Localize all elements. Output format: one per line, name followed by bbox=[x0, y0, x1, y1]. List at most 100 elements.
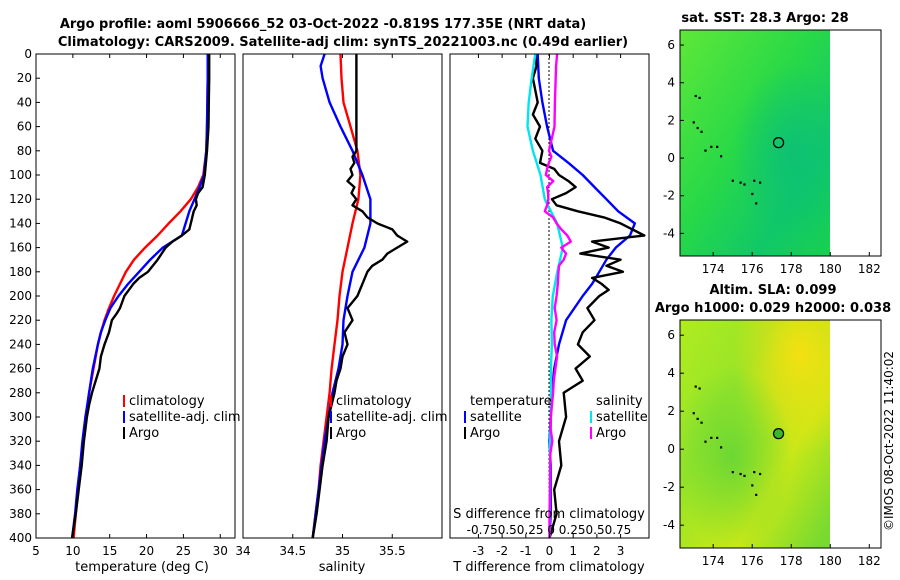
y-tick-label: 2 bbox=[667, 404, 675, 418]
y-tick-label: 40 bbox=[17, 95, 32, 109]
island-mark bbox=[698, 387, 701, 390]
y-tick-label: 340 bbox=[9, 458, 32, 472]
island-mark bbox=[700, 130, 703, 133]
island-mark bbox=[751, 484, 754, 487]
figure-title-line1: Argo profile: aoml 5906666_52 03-Oct-202… bbox=[60, 17, 586, 32]
island-mark bbox=[731, 179, 734, 182]
y-tick-label: 360 bbox=[9, 483, 32, 497]
temperature-legend: climatology satellite-adj. clim Argo bbox=[123, 394, 241, 441]
x-tick-label: 182 bbox=[858, 554, 881, 568]
y-tick-label: 160 bbox=[9, 241, 32, 255]
series-line-climatology bbox=[72, 54, 209, 539]
s-difference-ticks: -0.750.50.25 0 0.250.50.75 bbox=[467, 523, 632, 537]
sst-map-panel: sat. SST: 28.3 Argo: 28 174 176 178 180 182 … bbox=[663, 11, 882, 276]
island-mark bbox=[759, 472, 762, 476]
x-tick-label: 174 bbox=[702, 262, 725, 276]
legend-sal-argo-label: Argo bbox=[596, 426, 626, 441]
y-tick-label: 6 bbox=[667, 328, 675, 342]
island-mark bbox=[759, 181, 762, 184]
salinity-xlabel: salinity bbox=[319, 560, 366, 575]
island-mark bbox=[755, 493, 758, 496]
island-mark bbox=[753, 471, 756, 474]
legend-salinity-heading: salinity bbox=[596, 394, 643, 409]
island-mark bbox=[743, 474, 746, 477]
y-tick-label: 2 bbox=[667, 113, 675, 127]
x-tick-label: 1 bbox=[569, 544, 577, 558]
y-tick-label: 180 bbox=[9, 265, 32, 279]
x-tick-label: -2 bbox=[496, 544, 508, 558]
x-tick-label: -1 bbox=[520, 544, 532, 558]
x-tick-label: 20 bbox=[139, 544, 154, 558]
legend-climatology-label: climatology bbox=[129, 394, 205, 409]
temperature-profile-panel: 5 10 15 20 25 30 0 20 40 60 80 100 120 140 160 180 200 2… bbox=[9, 47, 241, 575]
difference-xlabel: T difference from climatology bbox=[452, 560, 645, 575]
y-tick-label: 100 bbox=[9, 168, 32, 182]
y-tick-label: 20 bbox=[17, 71, 32, 85]
y-tick-label: 380 bbox=[9, 507, 32, 521]
x-tick-label: 176 bbox=[741, 554, 764, 568]
salinity-profile-panel: 34 34.5 35 35.5 salinity climatology satell… bbox=[235, 53, 448, 575]
island-mark bbox=[694, 385, 697, 388]
x-tick-label: 10 bbox=[65, 544, 80, 558]
temperature-axes-box bbox=[35, 53, 236, 539]
salinity-axes-box bbox=[242, 53, 443, 539]
x-tick-label: 180 bbox=[819, 262, 842, 276]
island-mark bbox=[700, 421, 703, 424]
sst-map-axes-box bbox=[679, 29, 882, 257]
island-mark bbox=[710, 436, 713, 439]
sst-map-title: sat. SST: 28.3 Argo: 28 bbox=[681, 11, 848, 26]
legend-satellite-label: satellite-adj. clim bbox=[129, 410, 241, 425]
island-mark bbox=[719, 446, 723, 449]
island-mark bbox=[743, 183, 746, 186]
island-mark bbox=[719, 155, 723, 158]
legend-temp-satellite-label: satellite bbox=[470, 410, 522, 425]
y-tick-label: 6 bbox=[667, 38, 675, 52]
island-mark bbox=[739, 472, 742, 476]
y-tick-label: 400 bbox=[9, 531, 32, 545]
x-tick-label: 35.5 bbox=[379, 544, 406, 558]
island-mark bbox=[716, 145, 719, 148]
argo-position-marker bbox=[772, 136, 785, 149]
sla-map-axes-box bbox=[679, 319, 882, 549]
x-tick-label: 180 bbox=[819, 554, 842, 568]
x-tick-label: -3 bbox=[472, 544, 484, 558]
y-tick-label: 4 bbox=[667, 366, 675, 380]
legend-temp-argo-label: Argo bbox=[470, 426, 500, 441]
y-tick-label: -2 bbox=[663, 480, 675, 494]
legend-argo-label: Argo bbox=[336, 426, 366, 441]
island-mark bbox=[731, 471, 734, 474]
figure-title-line2: Climatology: CARS2009. Satellite-adj cli… bbox=[58, 35, 628, 50]
y-tick-label: 260 bbox=[9, 362, 32, 376]
legend-temperature-heading: temperature bbox=[470, 394, 552, 409]
series-line-satellite-adj-clim bbox=[311, 53, 372, 539]
x-tick-label: 3 bbox=[617, 544, 625, 558]
y-tick-label: -4 bbox=[663, 518, 675, 532]
sla-heatmap-low bbox=[680, 320, 830, 548]
x-tick-label: 5 bbox=[32, 544, 40, 558]
x-tick-label: 178 bbox=[780, 262, 803, 276]
y-tick-label: -2 bbox=[663, 189, 675, 203]
x-tick-label: 182 bbox=[858, 262, 881, 276]
y-tick-label: 0 bbox=[24, 47, 32, 61]
sla-map-subtitle: Argo h1000: 0.029 h2000: 0.038 bbox=[655, 301, 891, 316]
island-mark bbox=[739, 181, 742, 184]
island-mark bbox=[751, 192, 754, 196]
y-tick-label: 200 bbox=[9, 289, 32, 303]
sst-heatmap-warm-core bbox=[680, 30, 830, 256]
legend-argo-label: Argo bbox=[129, 426, 159, 441]
y-tick-label: -4 bbox=[663, 226, 675, 240]
island-mark bbox=[694, 94, 697, 98]
legend-satellite-label: satellite-adj. clim bbox=[336, 410, 448, 425]
temperature-xlabel: temperature (deg C) bbox=[75, 560, 209, 575]
x-tick-label: 0 bbox=[546, 544, 554, 558]
argo-position-marker bbox=[772, 427, 785, 440]
y-tick-label: 140 bbox=[9, 216, 32, 230]
series-line-argo bbox=[70, 54, 211, 539]
island-mark bbox=[753, 179, 756, 182]
x-tick-label: 34 bbox=[235, 544, 250, 558]
y-tick-label: 80 bbox=[17, 144, 32, 158]
s-difference-label: S difference from climatology bbox=[453, 507, 645, 522]
x-tick-label: 25 bbox=[176, 544, 191, 558]
series-line-salinity-argo bbox=[543, 53, 572, 538]
